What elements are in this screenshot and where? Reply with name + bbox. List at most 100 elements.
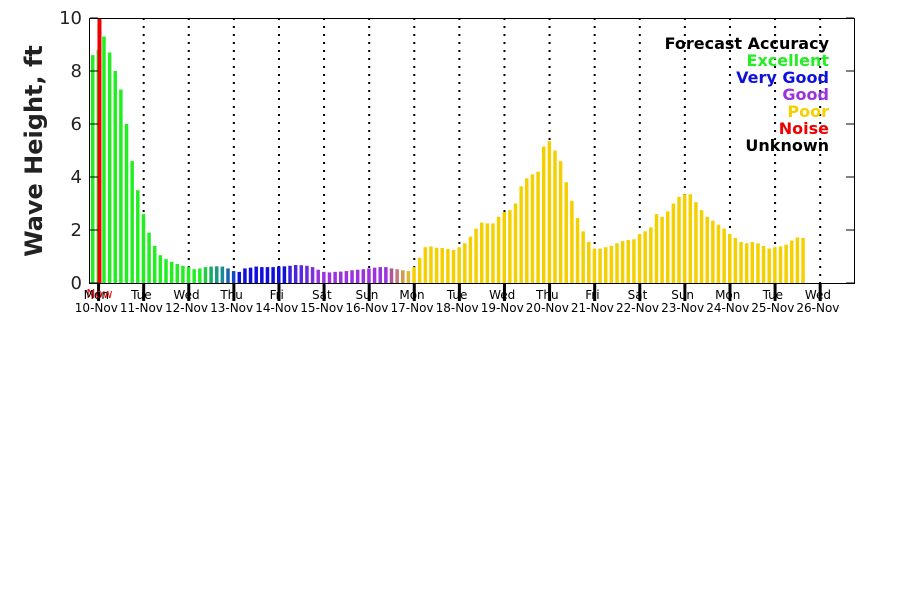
wave-bar (649, 227, 653, 283)
wave-bar (744, 243, 749, 283)
wave-bar (784, 244, 788, 283)
legend-entry: Very Good (736, 68, 829, 87)
legend-entry: Excellent (747, 51, 830, 70)
wave-bar (654, 214, 659, 283)
plot-frame (89, 18, 855, 284)
wave-bar (214, 266, 219, 283)
wave-bar (316, 269, 320, 283)
wave-bar (508, 210, 512, 283)
wave-bar (665, 211, 670, 283)
legend-entry: Good (782, 85, 829, 104)
legend-entry: Unknown (745, 136, 829, 155)
wave-bar (310, 267, 315, 283)
wave-bar (790, 240, 794, 283)
wave-bar (519, 186, 523, 283)
wave-bar (564, 182, 569, 283)
wave-bar (226, 268, 230, 283)
x-axis: Mon10-NovTue11-NovWed12-NovThu13-NovFri1… (75, 288, 840, 315)
wave-bar (716, 224, 721, 283)
wave-bar (801, 237, 805, 283)
wave-bar (333, 271, 337, 283)
wave-bar (767, 248, 771, 283)
x-day-label: Tue (446, 288, 468, 302)
x-day-label: Mon (84, 288, 109, 302)
wave-bar (773, 247, 777, 283)
wave-bar (496, 216, 501, 283)
wave-bar (107, 52, 112, 284)
wave-bar (372, 267, 377, 283)
wave-bar (479, 222, 484, 283)
wave-bar (243, 268, 247, 283)
wave-bar (344, 271, 349, 283)
wave-bar (468, 236, 473, 283)
wave-bar (615, 243, 619, 283)
wave-bar (502, 211, 506, 283)
wave-bar (592, 248, 597, 283)
wave-bar (305, 265, 309, 283)
wave-bar (429, 246, 433, 283)
x-day-label: Mon (715, 288, 740, 302)
wave-bar (457, 247, 461, 283)
wave-bar (756, 243, 760, 283)
x-day-label: Fri (585, 288, 599, 302)
wave-bar (536, 171, 540, 283)
wave-bar (339, 271, 343, 283)
wave-bar (164, 259, 168, 283)
legend-entry: Noise (779, 119, 829, 138)
wave-bar (513, 203, 518, 283)
x-day-label: Fri (270, 288, 284, 302)
wave-bar (423, 247, 428, 283)
wave-bar (288, 265, 292, 283)
wave-bar (322, 271, 326, 283)
wave-bar (699, 210, 704, 283)
wave-bar (553, 150, 557, 283)
x-date-label: 22-Nov (616, 301, 659, 315)
wave-bar (401, 270, 405, 283)
x-day-label: Tue (130, 288, 152, 302)
wave-bar (682, 194, 687, 283)
wave-bar (412, 267, 416, 283)
wave-bar (491, 223, 495, 283)
wave-bar (711, 220, 715, 283)
legend-title: Forecast Accuracy (665, 34, 830, 53)
wave-bar (384, 267, 388, 283)
wave-bar (761, 245, 766, 283)
x-day-label: Thu (535, 288, 559, 302)
wave-bar (474, 228, 478, 283)
y-tick-label: 0 (71, 273, 82, 294)
x-day-label: Mon (399, 288, 424, 302)
wave-bar (643, 231, 647, 283)
x-date-label: 24-Nov (706, 301, 749, 315)
x-date-label: 23-Nov (661, 301, 704, 315)
wave-bar (671, 203, 676, 283)
wave-bar (282, 266, 287, 283)
wave-bar (248, 267, 253, 283)
wave-bar (451, 249, 456, 283)
x-date-label: 13-Nov (210, 301, 253, 315)
wave-bar (750, 241, 755, 283)
wave-bar (158, 255, 163, 283)
x-date-label: 19-Nov (481, 301, 524, 315)
y-tick-label: 4 (71, 167, 82, 188)
x-date-label: 10-Nov (75, 301, 118, 315)
wave-bar (169, 261, 174, 283)
wave-bar (186, 267, 191, 283)
wave-bar (446, 249, 450, 283)
x-date-label: 26-Nov (796, 301, 839, 315)
wave-bar (434, 247, 439, 283)
wave-bar (728, 233, 732, 283)
x-date-label: 21-Nov (571, 301, 614, 315)
wave-bar (463, 243, 467, 283)
legend-entry: Poor (787, 102, 829, 121)
wave-bar (209, 266, 213, 283)
x-date-label: 17-Nov (391, 301, 434, 315)
wave-bar (547, 141, 552, 283)
wave-bar (237, 271, 242, 283)
wave-bar (694, 202, 698, 283)
x-day-label: Wed (173, 288, 199, 302)
wave-bar (598, 248, 602, 283)
wave-bar (378, 267, 382, 283)
wave-bar (389, 268, 394, 283)
wave-bar (525, 178, 529, 283)
wave-bar (609, 245, 614, 283)
